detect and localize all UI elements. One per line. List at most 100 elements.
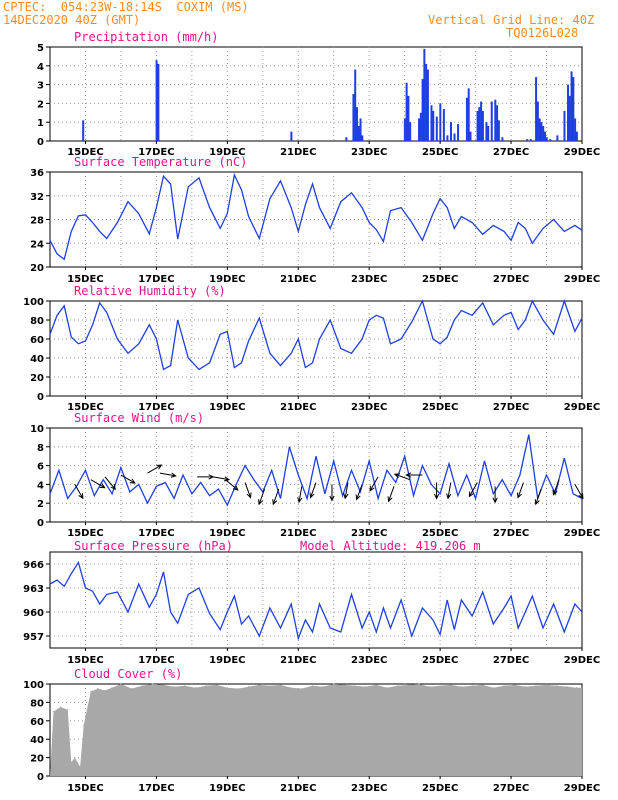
precip-bar	[418, 118, 421, 141]
wind-arrow-head	[578, 493, 584, 500]
x-tick-label: 27DEC	[493, 783, 529, 794]
x-tick-label: 21DEC	[280, 783, 316, 794]
x-tick-label: 21DEC	[280, 274, 316, 285]
cloud-cover-point	[130, 688, 133, 690]
y-tick-label: 24	[30, 239, 44, 250]
cloud-cover-point	[524, 686, 526, 688]
cloud-cover-point	[450, 684, 452, 686]
y-tick-label: 963	[23, 584, 44, 595]
precip-bar	[469, 131, 472, 141]
precip-bar	[432, 110, 435, 141]
wind-arrow-head	[99, 483, 106, 489]
x-tick-label: 19DEC	[209, 783, 245, 794]
precip-bar	[549, 139, 552, 141]
cloud-cover-point	[111, 687, 113, 689]
x-tick-label: 23DEC	[351, 274, 387, 285]
wind-arrow-head	[170, 472, 177, 478]
precip-bar	[446, 135, 449, 141]
x-tick-label: 19DEC	[209, 402, 245, 413]
header-station: CPTEC: 054:23W-18:14S COXIM (MS)	[3, 0, 249, 14]
precip-bar	[155, 60, 158, 141]
plot-frame	[49, 46, 583, 142]
x-tick-label: 29DEC	[564, 402, 600, 413]
wind-arrow-head	[393, 473, 400, 479]
cloud-cover-point	[567, 686, 569, 688]
wind-arrow	[574, 484, 584, 499]
precip-bar	[355, 107, 358, 141]
wind-arrow-head	[517, 492, 522, 499]
cloud-cover-point	[503, 685, 505, 687]
wind-arrow	[120, 474, 136, 484]
series-line	[49, 172, 583, 261]
wind-arrow-head	[309, 492, 315, 499]
header-run-id: TQ0126L028	[506, 26, 579, 40]
x-tick-label: 17DEC	[138, 274, 174, 285]
wind-arrow-head	[297, 497, 303, 504]
precip-bar	[570, 71, 573, 141]
cloud-cover-point	[74, 757, 76, 759]
series-line	[49, 298, 583, 371]
x-tick-label: 15DEC	[67, 402, 103, 413]
panel-4: 0 2 4 6 8 10 15DEC 17DEC 19DEC 21DEC 23DEC 25DEC 27D…	[30, 411, 600, 539]
cloud-cover-point	[514, 684, 516, 686]
x-tick-label: 21DEC	[280, 528, 316, 539]
wind-arrow-head	[232, 485, 239, 491]
panel-title: Surface Wind (m/s)	[74, 411, 204, 425]
cloud-cover-point	[576, 687, 578, 689]
wind-arrow-head	[272, 499, 278, 506]
cloud-cover-point	[258, 684, 260, 686]
y-tick-label: 4	[37, 62, 44, 73]
x-tick-label: 25DEC	[422, 528, 458, 539]
wind-arrow	[225, 479, 239, 491]
y-tick-label: 1	[37, 118, 44, 129]
precip-bar	[354, 69, 357, 141]
cloud-cover-point	[407, 684, 409, 686]
precip-bar	[476, 110, 479, 141]
series-line	[49, 434, 583, 507]
precip-bar	[457, 124, 460, 141]
cloud-cover-point	[460, 686, 463, 688]
cloud-cover-point	[70, 761, 72, 763]
cloud-cover-point	[311, 685, 314, 687]
y-tick-label: 100	[23, 680, 44, 691]
wind-arrow	[159, 472, 176, 477]
wind-arrow	[356, 484, 363, 500]
precip-bar	[556, 135, 559, 141]
x-tick-label: 25DEC	[422, 274, 458, 285]
precip-bar	[426, 69, 429, 141]
x-tick-label: 25DEC	[422, 783, 458, 794]
precip-bar	[345, 137, 348, 141]
precip-bar	[357, 125, 360, 141]
cloud-cover-point	[60, 706, 62, 708]
precip-bar	[487, 125, 490, 141]
cloud-cover-point	[290, 687, 292, 689]
x-tick-label: 27DEC	[493, 655, 529, 666]
wind-arrow-head	[492, 497, 498, 504]
wind-arrow-head	[355, 494, 361, 501]
panel-1: 0 1 2 3 4 5 15DEC 17DEC 19DEC 21DEC 23DEC 25DEC 27DE…	[37, 30, 600, 158]
precip-bar	[536, 101, 539, 141]
wind-arrow-head	[223, 476, 231, 482]
precip-bar	[467, 88, 470, 141]
precip-bar	[574, 118, 577, 141]
cloud-cover-point	[173, 686, 175, 688]
x-tick-label: 27DEC	[493, 528, 529, 539]
precip-bar	[361, 135, 364, 141]
wind-arrow-head	[329, 495, 335, 502]
panel-title: Relative Humidity (%)	[74, 284, 226, 298]
cloud-cover-point	[428, 686, 431, 688]
panel-title: Precipitation (mm/h)	[74, 30, 219, 44]
wind-arrow-head	[129, 478, 136, 484]
wind-arrow	[394, 473, 411, 481]
model-altitude-label: Model Altitude: 419.206 m	[300, 539, 481, 553]
y-tick-label: 0	[37, 518, 44, 529]
y-tick-label: 3	[37, 81, 44, 92]
x-tick-label: 29DEC	[564, 528, 600, 539]
wind-arrow-head	[369, 485, 375, 492]
y-tick-label: 40	[30, 354, 44, 365]
precip-bar	[425, 63, 428, 141]
cloud-cover-point	[90, 690, 92, 692]
cloud-cover-point	[439, 685, 441, 687]
y-tick-label: 957	[23, 632, 44, 643]
precip-bar	[490, 101, 493, 141]
